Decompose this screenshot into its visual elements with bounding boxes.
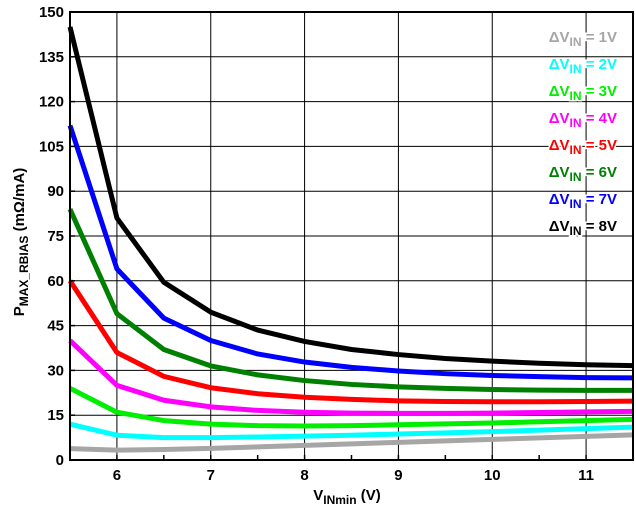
legend-entry-6: ΔVIN = 6V <box>549 164 617 184</box>
legend-label-main: ΔV <box>549 218 570 235</box>
legend-entry-1: ΔVIN = 1V <box>549 29 617 49</box>
series-line-6 <box>67 208 633 393</box>
legend-label-subscript: IN <box>570 170 582 184</box>
series-line-2 <box>69 421 634 441</box>
legend-entry-8: ΔVIN = 8V <box>549 218 617 238</box>
legend-label-suffix: = 5V <box>582 137 617 154</box>
legend-entry-4: ΔVIN = 4V <box>549 110 617 130</box>
x-tick-label: 7 <box>207 467 215 484</box>
y-tick-label: 30 <box>47 362 64 379</box>
y-axis-title-suffix: (mΩ/mA) <box>11 168 28 236</box>
legend-label-subscript: IN <box>570 62 582 76</box>
legend-label-subscript: IN <box>570 35 582 49</box>
legend-entry-5: ΔVIN = 5V <box>549 137 617 157</box>
y-tick-label: 150 <box>39 4 64 21</box>
series-line-4 <box>68 338 634 416</box>
legend-label-suffix: = 8V <box>582 218 617 235</box>
x-tick-label: 8 <box>300 467 308 484</box>
legend-label-main: ΔV <box>549 29 570 46</box>
y-tick-label: 105 <box>39 138 64 155</box>
legend-label-main: ΔV <box>549 83 570 100</box>
y-axis-title: PMAX_RBIAS (mΩ/mA) <box>11 168 31 317</box>
y-tick-label: 90 <box>47 183 64 200</box>
x-axis-title-main: V <box>313 487 323 504</box>
y-tick-label: 75 <box>47 228 64 245</box>
legend-entry-2: ΔVIN = 2V <box>549 56 617 76</box>
grid <box>70 12 633 460</box>
legend-label-suffix: = 2V <box>582 56 617 73</box>
x-tick-label: 10 <box>484 467 501 484</box>
x-tick-label: 6 <box>113 467 121 484</box>
y-tick-label: 45 <box>47 318 64 335</box>
series-line-3 <box>68 386 634 429</box>
tick-labels: 6 7 8 9 10 11 0 15 30 45 60 75 90 105 120 135 150 <box>39 4 594 484</box>
series-line-5 <box>67 279 634 405</box>
legend-label-main: ΔV <box>549 110 570 127</box>
legend-label-suffix: = 3V <box>582 83 617 100</box>
y-axis-title-main: P <box>11 306 28 316</box>
x-axis-title-subscript: INmin <box>323 493 356 507</box>
legend-label-subscript: IN <box>570 143 582 157</box>
legend-entry-3: ΔVIN = 3V <box>549 83 617 103</box>
y-axis-title-subscript: MAX_RBIAS <box>17 236 31 307</box>
y-tick-label: 120 <box>39 94 64 111</box>
legend-label-subscript: IN <box>570 89 582 103</box>
y-tick-label: 135 <box>39 49 64 66</box>
legend-label-subscript: IN <box>570 197 582 211</box>
y-tick-label: 0 <box>56 452 64 469</box>
legend-label-main: ΔV <box>549 191 570 208</box>
x-axis-title-suffix: (V) <box>357 487 381 504</box>
legend-label-suffix: = 1V <box>582 29 617 46</box>
x-tick-label: 11 <box>578 467 594 484</box>
legend-label-subscript: IN <box>570 224 582 238</box>
legend-label-main: ΔV <box>549 137 570 154</box>
y-tick-label: 15 <box>47 407 64 424</box>
legend-label-suffix: = 6V <box>582 164 617 181</box>
legend-label-suffix: = 4V <box>582 110 617 127</box>
x-axis-title: VINmin (V) <box>313 487 381 507</box>
series-lines <box>67 26 634 453</box>
series-line-8 <box>67 26 634 369</box>
tick-marks <box>69 11 634 461</box>
x-tick-label: 9 <box>394 467 402 484</box>
y-tick-label: 60 <box>47 273 64 290</box>
series-line-1 <box>69 432 634 453</box>
legend-label-main: ΔV <box>549 164 570 181</box>
legend-entry-7: ΔVIN = 7V <box>549 191 617 211</box>
legend-label-subscript: IN <box>570 116 582 130</box>
series-line-7 <box>67 124 634 381</box>
legend-label-main: ΔV <box>549 56 570 73</box>
legend-label-suffix: = 7V <box>582 191 617 208</box>
